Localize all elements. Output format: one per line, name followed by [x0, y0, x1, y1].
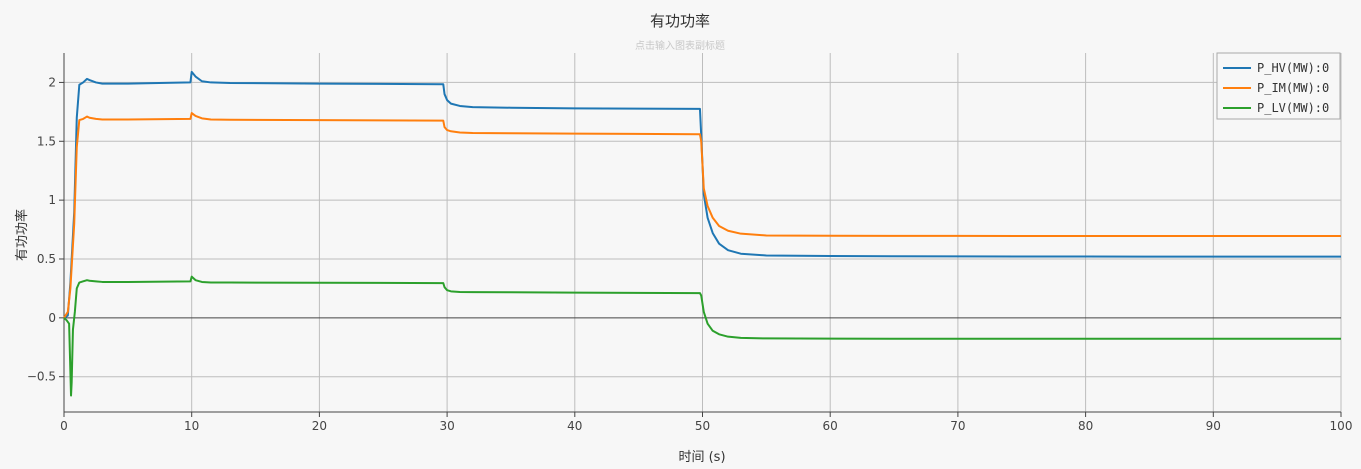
x-tick-label: 40 [567, 419, 582, 433]
x-tick-label: 50 [695, 419, 710, 433]
x-tick-label: 100 [1330, 419, 1353, 433]
legend-label: P_LV(MW):0 [1257, 101, 1329, 115]
legend[interactable]: P_HV(MW):0 P_IM(MW):0 P_LV(MW):0 [1216, 52, 1341, 120]
grid [64, 53, 1342, 412]
legend-label: P_HV(MW):0 [1257, 61, 1329, 75]
y-tick-label: 0.5 [37, 252, 56, 266]
x-tick-label: 20 [312, 419, 327, 433]
x-tick-label: 0 [60, 419, 68, 433]
x-tick-label: 70 [950, 419, 965, 433]
x-tick-label: 10 [184, 419, 199, 433]
y-tick-label: 1 [48, 193, 56, 207]
chart-title: 有功功率 [650, 12, 710, 30]
y-tick-label: 2 [48, 75, 56, 89]
y-tick-label: 0 [48, 311, 56, 325]
x-tick-label: 60 [823, 419, 838, 433]
series-lines [63, 70, 1341, 397]
x-axis-title: 时间 (s) [678, 450, 725, 465]
series-line-2[interactable] [63, 112, 1341, 319]
x-tick-label: 90 [1206, 419, 1221, 433]
series-line-3[interactable] [63, 275, 1341, 397]
series-line-1[interactable] [63, 70, 1341, 319]
x-tick-label: 80 [1078, 419, 1093, 433]
x-tick-label: 30 [439, 419, 454, 433]
legend-label: P_IM(MW):0 [1257, 81, 1329, 95]
chart-subtitle[interactable]: 点击输入图表副标题 [635, 39, 725, 52]
axes: 0 10 20 30 40 50 60 70 80 90 100 −0.5 0 0.5 1 1.5 2 [27, 53, 1353, 433]
y-tick-label: −0.5 [27, 370, 56, 384]
y-axis-title: 有功功率 [14, 209, 30, 261]
y-tick-label: 1.5 [37, 134, 56, 148]
